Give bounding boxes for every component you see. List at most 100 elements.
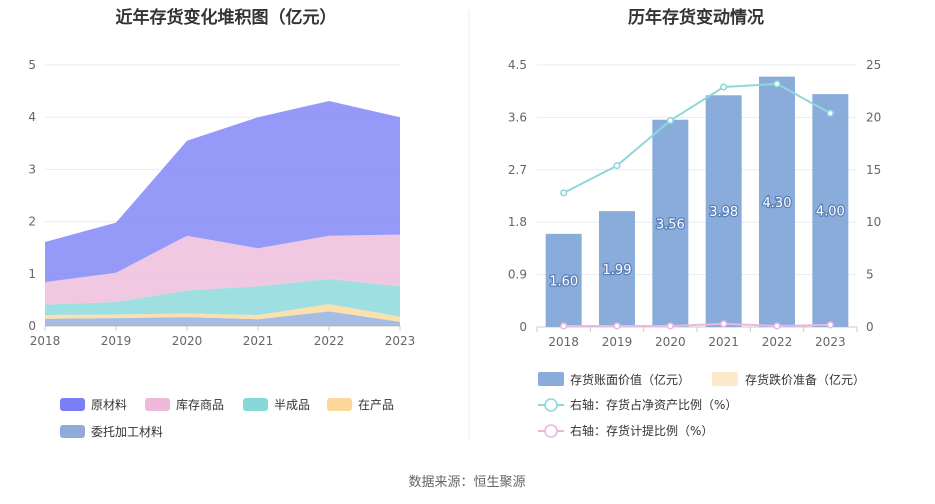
legend-label: 库存商品 (176, 397, 224, 412)
left-y-tick-label: 2 (28, 215, 36, 229)
bar-value-label: 3.98 (709, 205, 738, 220)
right-right-y-tick-label: 10 (866, 215, 881, 229)
left-y-tick-label: 4 (28, 110, 36, 124)
area-series-finished (45, 234, 400, 305)
net-asset-ratio-point (666, 116, 674, 125)
legend-swatch (538, 372, 564, 386)
legend-marker (544, 398, 558, 412)
legend-swatch (712, 372, 738, 386)
legend-item-wip[interactable]: 在产品 (327, 398, 394, 412)
bar-value-label: 1.60 (549, 274, 578, 289)
provision-ratio-point (773, 322, 781, 330)
net-asset-ratio-point (720, 83, 728, 91)
left-x-tick-label: 2018 (30, 334, 61, 348)
left-x-tick-label: 2023 (385, 334, 416, 348)
right-left-y-tick-label: 1.8 (508, 215, 527, 229)
right-chart-gridlines (537, 64, 857, 328)
net-asset-ratio-line (563, 82, 831, 194)
inventory-bar (545, 233, 582, 327)
right-chart-title: 历年存货变动情况 (628, 7, 764, 28)
left-y-tick-label: 0 (28, 319, 36, 333)
legend-item-semi[interactable]: 半成品 (243, 398, 310, 412)
legend-item-raw[interactable]: 原材料 (60, 398, 127, 412)
net-asset-ratio-point (613, 162, 621, 170)
inventory-bar (652, 119, 689, 328)
legend-item-impairment[interactable]: 存货跌价准备（亿元） (712, 372, 865, 387)
area-series-wip (45, 304, 400, 322)
data-source-note: 数据来源：恒生聚源 (408, 475, 525, 490)
left-x-tick-label: 2020 (172, 334, 203, 348)
right-left-y-tick-label: 2.7 (508, 163, 527, 177)
legend-swatch (60, 425, 85, 438)
legend-item-finished[interactable]: 库存商品 (145, 397, 224, 412)
bar-value-label: 4.00 (816, 205, 845, 220)
provision-ratio-point (560, 322, 568, 330)
right-chart-right-y-ticks: 0 5 10 15 20 25 (866, 58, 881, 334)
left-chart-x-ticks: 2018 2019 2020 2021 2022 2023 (30, 326, 416, 348)
right-right-y-tick-label: 5 (866, 268, 874, 282)
net-asset-ratio-point (560, 189, 568, 197)
bar-value-label: 4.30 (763, 196, 792, 211)
right-x-tick-label: 2021 (708, 335, 739, 349)
left-chart-y-ticks: 0 1 2 3 4 5 (28, 58, 36, 333)
inventory-bar (759, 76, 795, 328)
right-left-y-tick-label: 4.5 (508, 58, 527, 72)
area-series-semi (45, 279, 400, 317)
left-x-tick-label: 2022 (314, 334, 345, 348)
legend-label: 在产品 (358, 398, 394, 412)
right-left-y-tick-label: 0 (519, 320, 527, 334)
right-left-y-tick-label: 3.6 (508, 110, 527, 124)
legend-label: 右轴：存货占净资产比例（%） (570, 397, 737, 412)
right-chart-legend[interactable]: 存货账面价值（亿元） 存货跌价准备（亿元） 右轴：存货占净资产比例（%） 右轴：存货计… (538, 372, 865, 438)
legend-item-book-value[interactable]: 存货账面价值（亿元） (538, 372, 690, 387)
provision-ratio-point (826, 321, 834, 329)
legend-item-outsourced[interactable]: 委托加工材料 (60, 425, 163, 439)
legend-label: 右轴：存货计提比例（%） (570, 423, 713, 438)
area-series-raw (45, 101, 400, 283)
right-chart-bars: 1.60 1.99 3.56 3.98 4.30 4.00 (545, 76, 849, 328)
left-x-tick-label: 2019 (101, 334, 132, 348)
right-right-y-tick-label: 25 (866, 58, 881, 72)
provision-ratio-point (613, 322, 621, 330)
left-y-tick-label: 3 (28, 162, 36, 176)
bar-value-label: 1.99 (603, 263, 632, 278)
area-series-outsourced (45, 311, 400, 326)
provision-ratio-point (720, 320, 728, 328)
left-chart-title: 近年存货变化堆积图（亿元） (116, 7, 337, 28)
legend-label: 委托加工材料 (91, 425, 163, 439)
legend-swatch (243, 398, 268, 411)
legend-item-net-asset-ratio[interactable]: 右轴：存货占净资产比例（%） (538, 397, 737, 412)
right-x-tick-label: 2018 (548, 335, 579, 349)
legend-item-provision-ratio[interactable]: 右轴：存货计提比例（%） (538, 423, 713, 438)
net-asset-ratio-point (826, 109, 834, 117)
right-chart-left-y-ticks: 0 0.9 1.8 2.7 3.6 4.5 (508, 58, 527, 334)
left-y-tick-label: 5 (28, 58, 36, 72)
left-chart-areas (45, 101, 400, 326)
bar-value-label: 3.56 (656, 217, 685, 232)
provision-ratio-line (563, 322, 831, 327)
right-chart-x-ticks: 2018 2019 2020 2021 2022 2023 (536, 327, 858, 349)
right-right-y-tick-label: 20 (866, 110, 881, 124)
left-x-tick-label: 2021 (243, 334, 274, 348)
right-x-tick-label: 2022 (762, 335, 793, 349)
inventory-bar (599, 211, 635, 327)
net-asset-ratio-point (773, 80, 781, 88)
legend-label: 存货账面价值（亿元） (570, 372, 690, 387)
legend-swatch (327, 398, 352, 411)
right-chart-lines (560, 80, 834, 330)
left-y-tick-label: 1 (28, 267, 36, 281)
inventory-bar (812, 94, 849, 327)
right-right-y-tick-label: 15 (866, 163, 881, 177)
right-x-tick-label: 2020 (655, 335, 686, 349)
legend-label: 存货跌价准备（亿元） (745, 372, 865, 387)
legend-swatch (60, 398, 85, 411)
inventory-bar (705, 95, 742, 327)
legend-label: 原材料 (91, 398, 127, 412)
right-left-y-tick-label: 0.9 (508, 268, 527, 282)
right-x-tick-label: 2023 (815, 335, 846, 349)
legend-marker (544, 424, 558, 438)
right-x-tick-label: 2019 (602, 335, 633, 349)
right-right-y-tick-label: 0 (866, 320, 874, 334)
provision-ratio-point (666, 322, 674, 330)
